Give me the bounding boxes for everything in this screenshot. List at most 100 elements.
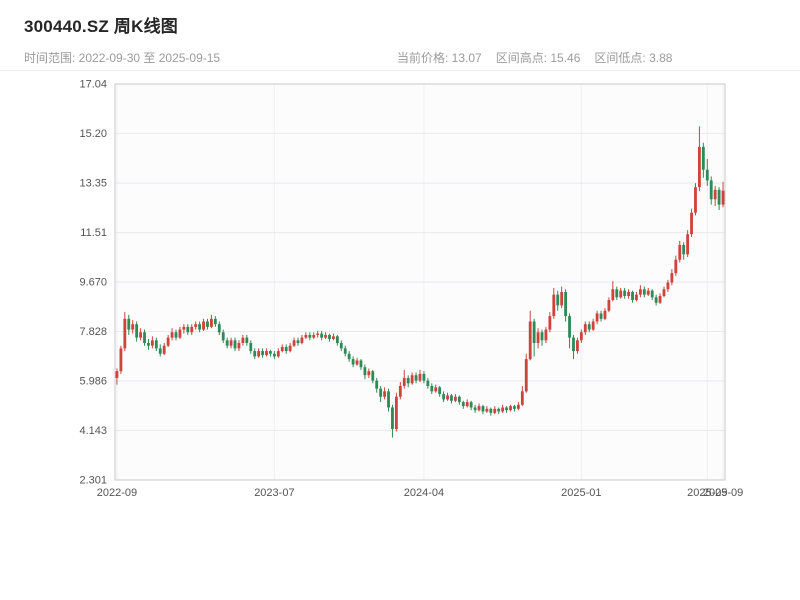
x-tick-label: 2025-09	[687, 487, 727, 499]
candle-body	[308, 334, 312, 338]
candle-body	[402, 377, 406, 386]
y-tick-label: 2.301	[79, 475, 107, 487]
x-tick-label: 2025-01	[561, 487, 601, 499]
candle-body	[206, 321, 209, 327]
candle-body	[237, 343, 241, 349]
candle-body	[678, 244, 682, 260]
candle-body	[572, 337, 575, 352]
candle-body	[394, 396, 398, 429]
candle-body	[166, 337, 170, 346]
candle-body	[162, 345, 166, 354]
candle-body	[627, 291, 630, 296]
candle-body	[143, 332, 146, 344]
candle-body	[383, 391, 386, 397]
candle-body	[509, 406, 512, 411]
candle-body	[182, 326, 186, 330]
candle-body	[170, 332, 174, 338]
candle-body	[261, 351, 264, 356]
candle-body	[158, 348, 162, 354]
candle-body	[642, 289, 646, 295]
candle-body	[139, 332, 142, 338]
candle-body	[505, 407, 508, 411]
candle-body	[351, 359, 355, 365]
candle-body	[135, 324, 139, 338]
candle-body	[296, 340, 300, 344]
candle-body	[363, 367, 367, 376]
candle-body	[583, 324, 587, 333]
candle-body	[638, 289, 642, 295]
candle-body	[579, 332, 583, 341]
candle-body	[528, 321, 532, 360]
x-tick-label: 2025-09	[703, 487, 743, 499]
candle-body	[576, 340, 579, 352]
candle-body	[690, 212, 693, 235]
candle-body	[249, 343, 253, 352]
candle-body	[489, 408, 493, 413]
candle-body	[202, 321, 205, 330]
candle-body	[213, 318, 217, 325]
candle-body	[501, 407, 505, 412]
range-high-label: 区间高点: 15.46	[495, 51, 581, 65]
candle-body	[410, 375, 414, 384]
candle-body	[520, 391, 524, 405]
candle-body	[241, 337, 245, 343]
candle-body	[497, 408, 501, 412]
candle-body	[682, 244, 686, 255]
candle-body	[328, 334, 331, 339]
y-tick-label: 4.143	[79, 425, 107, 437]
candle-body	[221, 332, 225, 341]
candle-body	[513, 406, 516, 409]
x-axis: 2022-09 2023-07 2024-04 2025-01 2025-092025-…	[97, 487, 743, 499]
candle-body	[190, 326, 194, 333]
candle-body	[438, 387, 442, 395]
candle-body	[257, 351, 261, 357]
candle-body	[524, 359, 528, 392]
candle-body	[654, 297, 658, 303]
candle-body	[387, 391, 390, 408]
range-low-label: 区间低点: 3.88	[594, 51, 673, 65]
current-price-label: 当前价格: 13.07	[397, 51, 482, 65]
candle-body	[174, 332, 178, 338]
candle-body	[461, 402, 465, 407]
candle-body	[485, 408, 489, 412]
candle-body	[709, 180, 713, 200]
candle-body	[631, 291, 634, 301]
x-tick-label: 2024-04	[404, 487, 444, 499]
candle-body	[587, 324, 591, 330]
candle-body	[154, 340, 158, 349]
candle-body	[119, 348, 123, 372]
candle-body	[253, 351, 257, 357]
candle-body	[705, 169, 709, 181]
candle-body	[217, 324, 221, 333]
candle-body	[292, 340, 296, 346]
candle-body	[147, 343, 150, 346]
candle-body	[662, 289, 666, 296]
candle-body	[430, 385, 434, 392]
candle-body	[379, 388, 383, 397]
candle-body	[591, 321, 595, 330]
candle-body	[320, 333, 324, 338]
candle-body	[178, 329, 182, 338]
candle-body	[698, 146, 701, 188]
candle-body	[650, 290, 654, 298]
candle-body	[312, 334, 316, 338]
candle-body	[686, 234, 690, 255]
candle-body	[611, 289, 615, 301]
candle-body	[674, 259, 678, 274]
candle-body	[284, 347, 288, 352]
candle-body	[595, 313, 599, 322]
candle-body	[564, 291, 568, 317]
page-title: 300440.SZ 周K线图	[24, 17, 178, 36]
candle-body	[560, 291, 564, 306]
candle-body	[186, 326, 190, 333]
candle-body	[446, 395, 449, 400]
candle-body	[194, 324, 198, 327]
y-tick-label: 15.20	[79, 128, 107, 140]
candle-body	[304, 334, 308, 338]
candle-body	[398, 385, 402, 397]
candle-body	[233, 340, 237, 349]
candle-body	[670, 273, 674, 283]
candle-body	[123, 318, 127, 349]
candle-body	[544, 329, 548, 341]
